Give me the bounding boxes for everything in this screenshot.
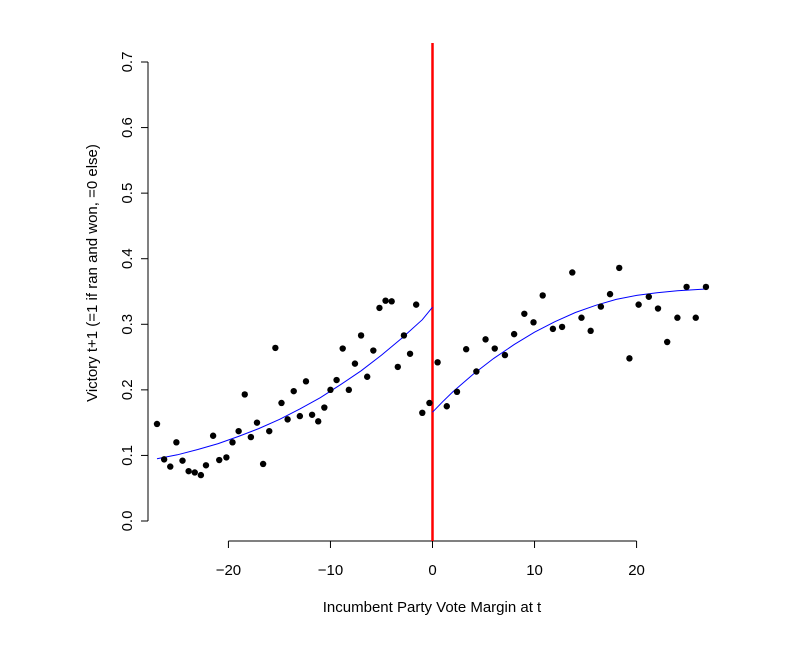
data-point [302, 378, 310, 385]
data-point [290, 387, 297, 395]
data-point [578, 314, 585, 321]
data-point [266, 427, 273, 435]
data-point [173, 439, 180, 446]
y-tick-label: 0.0 [119, 511, 136, 532]
data-point [549, 325, 557, 333]
data-point [272, 344, 279, 352]
data-point [419, 409, 426, 417]
x-tick-label: 0 [428, 562, 436, 579]
data-point [284, 416, 291, 423]
y-tick-label: 0.6 [119, 117, 136, 138]
y-tick-label: 0.7 [119, 52, 136, 73]
data-point [185, 467, 192, 475]
data-point [197, 471, 205, 479]
data-point [539, 292, 546, 299]
data-point [202, 462, 210, 469]
data-point [434, 359, 441, 366]
data-point [333, 376, 340, 384]
fit-lines [156, 288, 709, 460]
axes: −20 −10 0 10 20 0.0 0.1 0.2 0.3 0.4 0.5 0.6 0.7 [119, 52, 645, 579]
data-point [191, 469, 198, 476]
data-point [406, 350, 414, 357]
data-point [654, 305, 662, 312]
data-point [216, 456, 223, 464]
y-tick-label: 0.3 [119, 314, 136, 335]
data-point [443, 403, 450, 410]
data-point [179, 457, 186, 464]
data-point [491, 345, 498, 352]
data-point [462, 346, 470, 353]
data-point [382, 297, 389, 304]
x-tick-label: −10 [318, 562, 343, 579]
data-point [674, 314, 681, 321]
data-point [296, 412, 304, 420]
data-point [339, 345, 346, 352]
y-tick-label: 0.2 [119, 379, 136, 400]
data-point [278, 399, 285, 407]
data-points [153, 264, 710, 479]
data-point [253, 419, 261, 426]
data-point [616, 264, 623, 272]
data-point [376, 304, 383, 312]
data-point [229, 439, 236, 446]
data-point [160, 456, 168, 463]
data-point [247, 433, 255, 441]
data-point [370, 347, 377, 354]
data-point [645, 293, 653, 300]
data-point [635, 301, 642, 308]
fit-line-right [432, 288, 709, 413]
data-point [558, 323, 566, 331]
data-point [702, 283, 710, 291]
data-point [315, 418, 322, 425]
y-tick-label: 0.5 [119, 183, 136, 204]
data-point [223, 454, 230, 461]
data-point [626, 355, 633, 362]
data-point [400, 332, 408, 339]
data-point [167, 463, 174, 470]
data-point [388, 298, 395, 305]
data-point [521, 310, 528, 317]
data-point [473, 368, 480, 375]
data-point [327, 386, 334, 394]
data-point [153, 420, 161, 428]
data-point [530, 319, 537, 326]
data-point [683, 283, 690, 291]
data-point [510, 330, 518, 338]
data-point [321, 404, 328, 411]
data-point [453, 388, 461, 396]
data-point [412, 301, 420, 308]
data-point [426, 399, 433, 407]
data-point [587, 327, 594, 335]
data-point [209, 432, 217, 439]
y-tick-label: 0.4 [119, 248, 136, 269]
y-tick-label: 0.1 [119, 445, 136, 466]
data-point [597, 303, 605, 310]
data-point [394, 363, 402, 371]
data-point [259, 460, 267, 468]
data-point [482, 336, 489, 343]
x-axis-label: Incumbent Party Vote Margin at t [323, 599, 542, 616]
data-point [606, 290, 614, 298]
fit-line-left [156, 306, 433, 460]
data-point [501, 351, 509, 359]
data-point [345, 386, 353, 394]
x-tick-label: −20 [216, 562, 241, 579]
x-tick-label: 20 [628, 562, 645, 579]
data-point [241, 391, 248, 398]
y-axis-label: Victory t+1 (=1 if ran and won, =0 else) [84, 144, 101, 402]
data-point [357, 332, 365, 339]
data-point [235, 427, 242, 435]
x-tick-label: 10 [526, 562, 543, 579]
data-point [308, 411, 316, 418]
data-point [363, 373, 371, 380]
data-point [351, 360, 359, 367]
data-point [569, 269, 576, 276]
data-point [663, 338, 671, 346]
data-point [692, 314, 699, 321]
